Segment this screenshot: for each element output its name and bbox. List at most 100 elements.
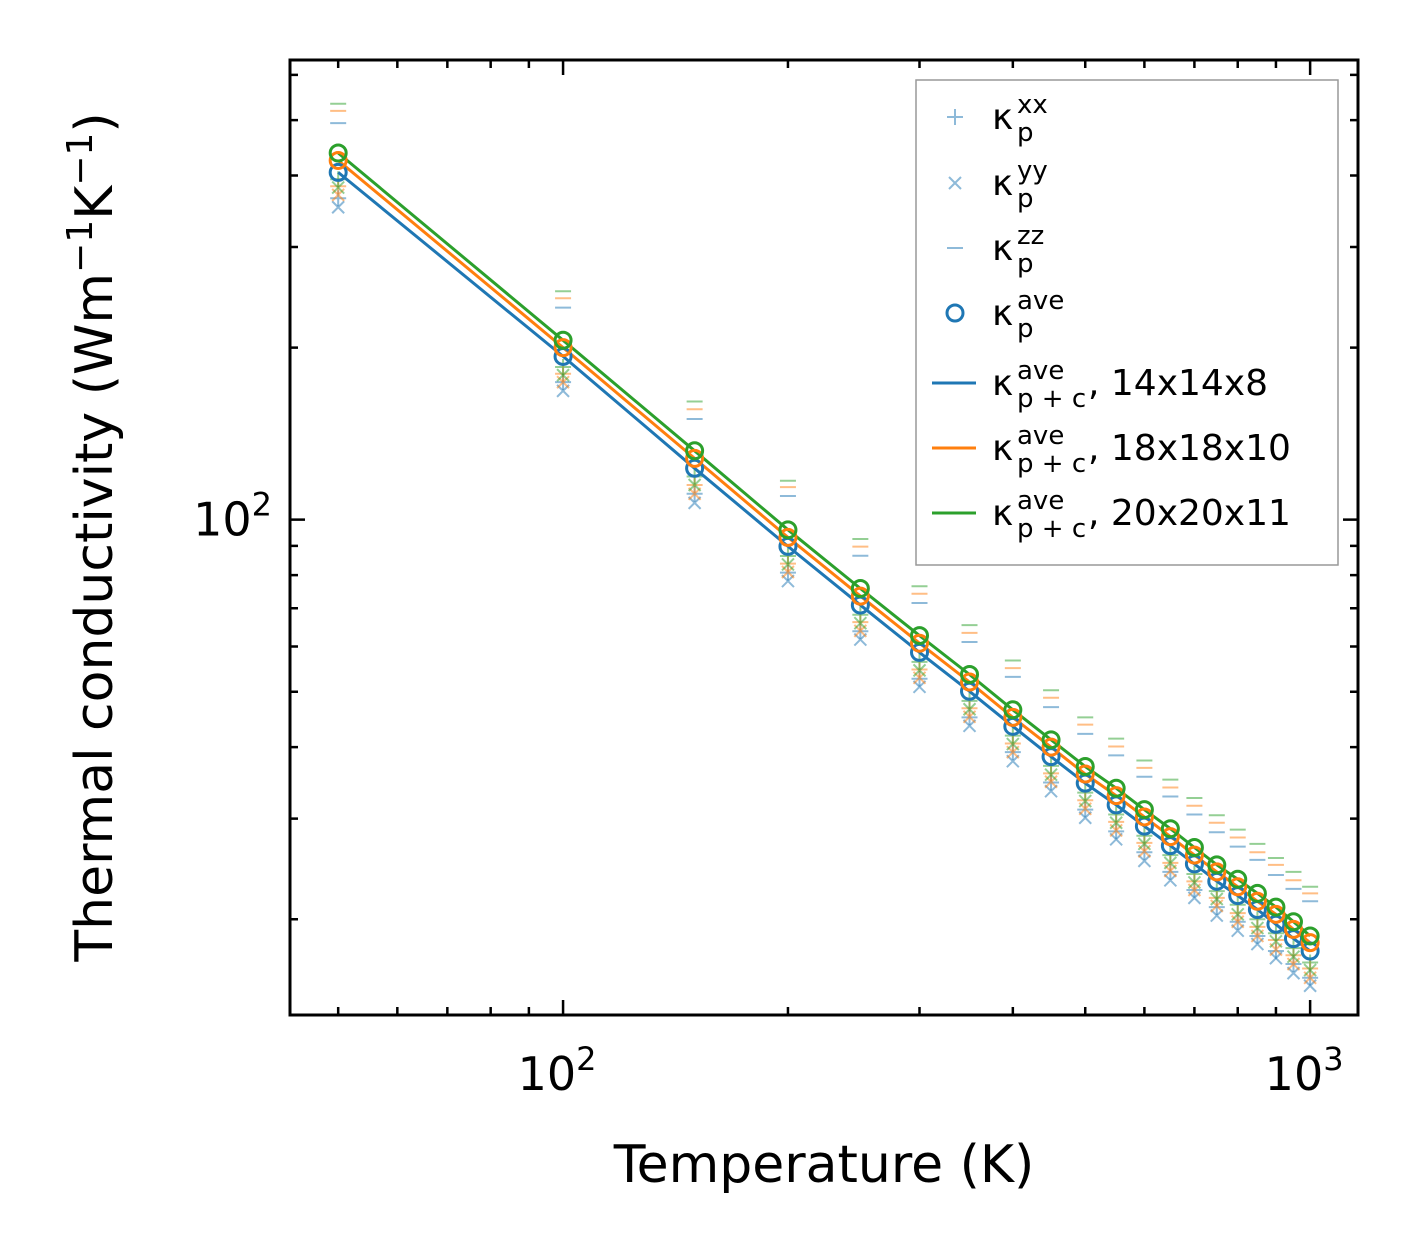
kappa-xx-point-20x20x11 [1208,883,1225,900]
plot-marks [328,102,1320,993]
kappa-ave-point-20x20x11 [778,520,798,540]
kappa-ave-point-20x20x11 [1184,838,1204,858]
kappa-xx-point-20x20x11 [1249,911,1266,928]
legend-marker-swatch [948,176,962,190]
kappa-ave-point-18x18x10 [328,150,348,170]
legend-entry: κ zzp [947,221,1044,279]
kappa-yy-point-14x14x8 [1044,784,1058,798]
kappa-yy-point-20x20x11 [1078,794,1092,808]
legend-subscript: p [1017,118,1034,148]
kappa-yy-point-20x20x11 [1303,963,1317,977]
kappa-ave-point-20x20x11 [553,330,573,350]
kappa-ave-point-20x20x11 [1207,855,1227,875]
legend-symbol: κ [992,97,1013,138]
kappa-yy-point-20x20x11 [1286,949,1301,964]
kappa-yy-point-20x20x11 [687,478,702,492]
legend-symbol: κ [992,163,1013,204]
kappa-yy-point-20x20x11 [962,702,977,716]
kappa-yy-point-20x20x11 [781,557,795,572]
kappa-xx-point-20x20x11 [779,547,796,564]
kappa-ave-point-18x18x10 [1134,807,1154,827]
kappa-xx-point-20x20x11 [852,606,869,623]
kappa-yy-point-20x20x11 [912,663,927,678]
kappa-ave-point-20x20x11 [1228,869,1248,889]
kappa-ave-point-20x20x11 [1283,912,1303,932]
kappa-ave-point-20x20x11 [1134,800,1154,820]
legend-grid-label: , 18x18x10 [1088,428,1291,469]
y-tick-label: 102 [193,486,272,547]
kappa-ave-point-14x14x8 [328,162,348,182]
kappa-ave-point-20x20x11 [685,441,705,461]
kappa-yy-point-14x14x8 [1210,908,1224,923]
kappa-yy-point-20x20x11 [1231,907,1245,922]
kappa-ave-point-18x18x10 [910,633,930,653]
kappa-yy-point-20x20x11 [1187,875,1202,890]
kappa-ave-point-20x20x11 [1300,926,1320,946]
legend-symbol: κ [992,228,1013,269]
legend-marker-swatch [945,303,965,323]
legend-symbol: κ [992,493,1013,534]
plot-frame [288,58,1360,1017]
kappa-ave-point-20x20x11 [850,578,870,598]
kappa-yy-point-20x20x11 [1269,934,1283,949]
kappa-ave-point-18x18x10 [850,586,870,606]
kappa-ave-point-20x20x11 [1266,897,1286,917]
legend-superscript: xx [1017,90,1048,120]
kappa-xx-point-20x20x11 [1302,954,1319,971]
kappa-xx-point-20x20x11 [1285,940,1302,957]
kappa-ave-point-20x20x11 [1106,778,1126,798]
kappa-ave-point-20x20x11 [910,626,930,646]
kappa-ave-point-20x20x11 [1003,700,1023,720]
legend-superscript: yy [1017,156,1048,186]
legend-symbol: κ [992,428,1013,469]
kappa-xx-point-20x20x11 [1077,784,1094,801]
kappa-yy-point-20x20x11 [1109,816,1123,830]
legend-entry: κ yyp [948,156,1048,214]
kappa-ave-point-20x20x11 [1247,883,1267,903]
kappa-pc-line-20x20x11 [337,151,1312,938]
kappa-ave-point-18x18x10 [1106,786,1126,806]
kappa-yy-point-14x14x8 [331,200,345,214]
kappa-yy-point-20x20x11 [556,368,570,382]
x-tick-label: 103 [1265,1040,1344,1101]
kappa-ave-point-18x18x10 [1075,764,1095,784]
legend-superscript: ave [1017,486,1064,516]
kappa-yy-point-14x14x8 [1137,854,1152,868]
legend-grid-label: , 14x14x8 [1088,363,1268,404]
legend-superscript: ave [1017,421,1064,451]
legend-subscript: p [1017,314,1034,344]
legend-subscript: p [1017,184,1034,214]
kappa-ave-point-18x18x10 [1283,919,1303,939]
kappa-xx-point-20x20x11 [1136,827,1153,844]
kappa-ave-point-18x18x10 [1041,737,1061,757]
kappa-yy-point-20x20x11 [1210,892,1224,906]
kappa-ave-point-18x18x10 [1300,933,1320,953]
kappa-xx-point-20x20x11 [961,692,978,709]
kappa-xx-point-20x20x11 [1108,806,1125,823]
legend-marker-swatch [947,109,963,125]
y-axis-label: Thermal conductivity (Wm−1K−1) [60,112,125,962]
kappa-ave-point-18x18x10 [1247,891,1267,911]
kappa-ave-point-14x14x8 [685,458,705,478]
legend-subscript: p + c [1017,384,1086,414]
kappa-ave-point-20x20x11 [1041,730,1061,750]
kappa-yy-point-20x20x11 [1250,921,1265,935]
kappa-yy-point-20x20x11 [853,616,868,630]
kappa-ave-point-18x18x10 [685,448,705,468]
kappa-ave-point-18x18x10 [1228,877,1248,897]
legend-superscript: zz [1017,221,1044,251]
kappa-xx-point-20x20x11 [1186,865,1203,882]
kappa-ave-point-20x20x11 [328,143,348,163]
kappa-ave-point-18x18x10 [1266,904,1286,924]
kappa-ave-point-20x20x11 [1160,819,1180,839]
kappa-yy-point-20x20x11 [1163,856,1178,870]
x-axis-label: Temperature (K) [613,1135,1035,1195]
kappa-ave-point-18x18x10 [1207,862,1227,882]
kappa-ave-point-18x18x10 [1003,707,1023,727]
